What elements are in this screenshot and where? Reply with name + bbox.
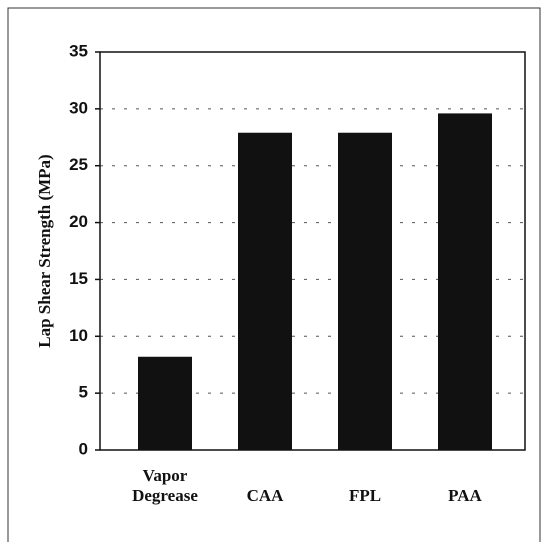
bar [438, 113, 492, 451]
x-tick-label: Vapor Degrease [132, 466, 198, 505]
plot-frame [99, 51, 526, 451]
x-tick-label: FPL [348, 486, 382, 505]
y-tick-label: 10 [69, 326, 88, 345]
y-tick-label: 20 [69, 212, 88, 231]
x-tick-label: CAA [246, 486, 284, 505]
bar [138, 356, 192, 450]
y-axis-label: Lap Shear Strength (MPa) [35, 154, 54, 347]
y-tick-label: 5 [79, 383, 88, 402]
x-tick-label: PAA [448, 486, 482, 505]
y-tick-label: 25 [69, 155, 88, 174]
y-tick-label: 0 [79, 439, 88, 458]
y-tick-label: 35 [69, 41, 88, 60]
y-tick-label: 30 [69, 98, 88, 117]
bar [238, 132, 292, 451]
bar [338, 132, 392, 451]
y-tick-label: 15 [69, 269, 88, 288]
outer-frame [7, 7, 541, 542]
